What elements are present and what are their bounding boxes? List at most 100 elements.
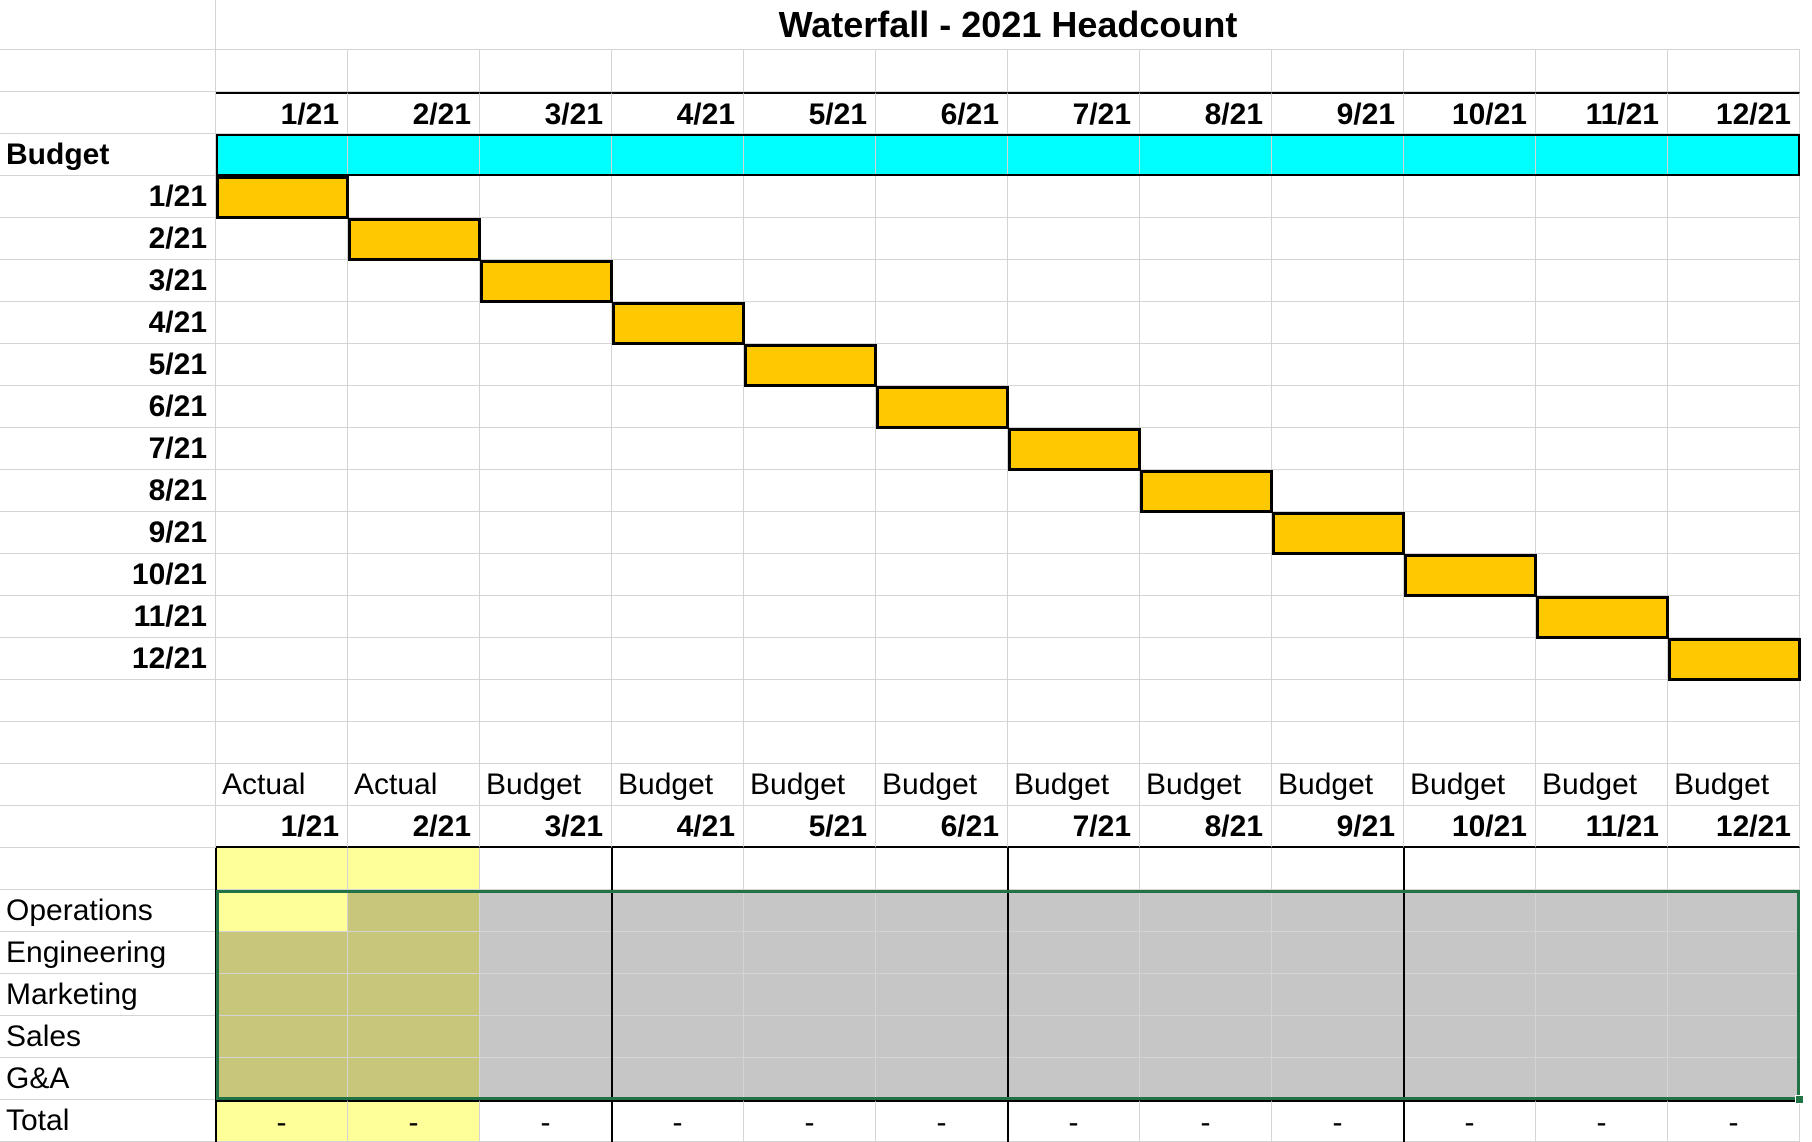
month-header-cell[interactable]: 12/21 — [1668, 92, 1800, 134]
grid-cell[interactable] — [348, 470, 480, 512]
grid-cell[interactable] — [612, 50, 744, 92]
grid-cell[interactable] — [876, 134, 1008, 176]
data-entry-cell[interactable] — [1008, 1016, 1140, 1058]
grid-cell[interactable] — [1008, 428, 1140, 470]
data-entry-cell[interactable] — [1008, 890, 1140, 932]
grid-cell[interactable] — [216, 680, 348, 722]
grid-cell[interactable] — [1404, 554, 1536, 596]
grid-cell[interactable] — [1404, 386, 1536, 428]
grid-cell[interactable] — [348, 302, 480, 344]
data-entry-cell[interactable] — [480, 932, 612, 974]
data-entry-cell[interactable] — [1404, 1058, 1536, 1100]
grid-cell[interactable] — [0, 0, 216, 50]
data-entry-cell[interactable] — [1140, 890, 1272, 932]
month-header-cell[interactable]: 5/21 — [744, 92, 876, 134]
total-value-cell[interactable]: - — [480, 1100, 612, 1142]
grid-cell[interactable] — [744, 638, 876, 680]
grid-cell[interactable] — [612, 596, 744, 638]
grid-cell[interactable] — [1272, 680, 1404, 722]
grid-cell[interactable] — [1140, 470, 1272, 512]
grid-cell[interactable] — [216, 554, 348, 596]
grid-cell[interactable] — [0, 806, 216, 848]
grid-cell[interactable] — [744, 722, 876, 764]
total-value-cell[interactable]: - — [1404, 1100, 1536, 1142]
grid-cell[interactable] — [1668, 50, 1800, 92]
grid-cell[interactable] — [1536, 680, 1668, 722]
data-entry-cell[interactable] — [612, 890, 744, 932]
grid-cell[interactable] — [612, 260, 744, 302]
data-entry-cell[interactable] — [216, 890, 348, 932]
column-type-label[interactable]: Budget — [612, 764, 744, 806]
grid-cell[interactable] — [744, 218, 876, 260]
grid-cell[interactable] — [1668, 0, 1800, 50]
column-type-label[interactable]: Budget — [1668, 764, 1800, 806]
grid-cell[interactable] — [744, 0, 876, 50]
grid-cell[interactable] — [876, 638, 1008, 680]
grid-cell[interactable] — [1668, 260, 1800, 302]
grid-cell[interactable] — [744, 50, 876, 92]
total-value-cell[interactable]: - — [876, 1100, 1008, 1142]
month-header-cell[interactable]: 11/21 — [1536, 92, 1668, 134]
grid-cell[interactable] — [348, 344, 480, 386]
grid-cell[interactable] — [612, 0, 744, 50]
grid-cell[interactable] — [876, 386, 1008, 428]
grid-cell[interactable] — [744, 134, 876, 176]
grid-cell[interactable] — [744, 554, 876, 596]
month-header-cell[interactable]: 8/21 — [1140, 806, 1272, 848]
grid-cell[interactable] — [1668, 302, 1800, 344]
total-value-cell[interactable]: - — [1536, 1100, 1668, 1142]
grid-cell[interactable] — [348, 260, 480, 302]
grid-cell[interactable] — [612, 386, 744, 428]
grid-cell[interactable] — [876, 554, 1008, 596]
grid-cell[interactable] — [1008, 848, 1140, 890]
grid-cell[interactable] — [744, 680, 876, 722]
month-header-cell[interactable]: 4/21 — [612, 92, 744, 134]
grid-cell[interactable] — [1536, 470, 1668, 512]
grid-cell[interactable] — [744, 848, 876, 890]
column-type-label[interactable]: Budget — [1404, 764, 1536, 806]
total-value-cell[interactable]: - — [216, 1100, 348, 1142]
grid-cell[interactable] — [1008, 512, 1140, 554]
grid-cell[interactable] — [1272, 428, 1404, 470]
grid-cell[interactable] — [480, 386, 612, 428]
grid-cell[interactable] — [1008, 176, 1140, 218]
month-header-cell[interactable]: 4/21 — [612, 806, 744, 848]
grid-cell[interactable] — [612, 344, 744, 386]
grid-cell[interactable] — [480, 428, 612, 470]
grid-cell[interactable] — [1140, 722, 1272, 764]
grid-cell[interactable] — [216, 218, 348, 260]
grid-cell[interactable] — [612, 512, 744, 554]
data-entry-cell[interactable] — [744, 974, 876, 1016]
grid-cell[interactable] — [1536, 134, 1668, 176]
grid-cell[interactable] — [1008, 722, 1140, 764]
grid-cell[interactable] — [876, 302, 1008, 344]
column-type-label[interactable]: Budget — [1536, 764, 1668, 806]
grid-cell[interactable] — [876, 218, 1008, 260]
grid-cell[interactable] — [876, 722, 1008, 764]
data-entry-cell[interactable] — [1404, 974, 1536, 1016]
data-entry-cell[interactable] — [1404, 890, 1536, 932]
data-entry-cell[interactable] — [612, 974, 744, 1016]
grid-cell[interactable] — [1140, 512, 1272, 554]
grid-cell[interactable] — [1668, 512, 1800, 554]
month-header-cell[interactable]: 7/21 — [1008, 92, 1140, 134]
grid-cell[interactable] — [1404, 50, 1536, 92]
data-entry-cell[interactable] — [1668, 932, 1800, 974]
data-entry-cell[interactable] — [1536, 932, 1668, 974]
waterfall-row-label[interactable]: 3/21 — [0, 260, 216, 302]
data-entry-cell[interactable] — [1668, 890, 1800, 932]
grid-cell[interactable] — [1536, 260, 1668, 302]
data-entry-cell[interactable] — [1668, 974, 1800, 1016]
grid-cell[interactable] — [348, 386, 480, 428]
grid-cell[interactable] — [876, 596, 1008, 638]
data-entry-cell[interactable] — [1668, 1058, 1800, 1100]
month-header-cell[interactable]: 9/21 — [1272, 806, 1404, 848]
grid-cell[interactable] — [1536, 722, 1668, 764]
grid-cell[interactable] — [1272, 260, 1404, 302]
grid-cell[interactable] — [480, 848, 612, 890]
grid-cell[interactable] — [612, 848, 744, 890]
data-entry-cell[interactable] — [1404, 1016, 1536, 1058]
data-entry-cell[interactable] — [1140, 932, 1272, 974]
data-entry-cell[interactable] — [876, 974, 1008, 1016]
grid-cell[interactable] — [744, 176, 876, 218]
